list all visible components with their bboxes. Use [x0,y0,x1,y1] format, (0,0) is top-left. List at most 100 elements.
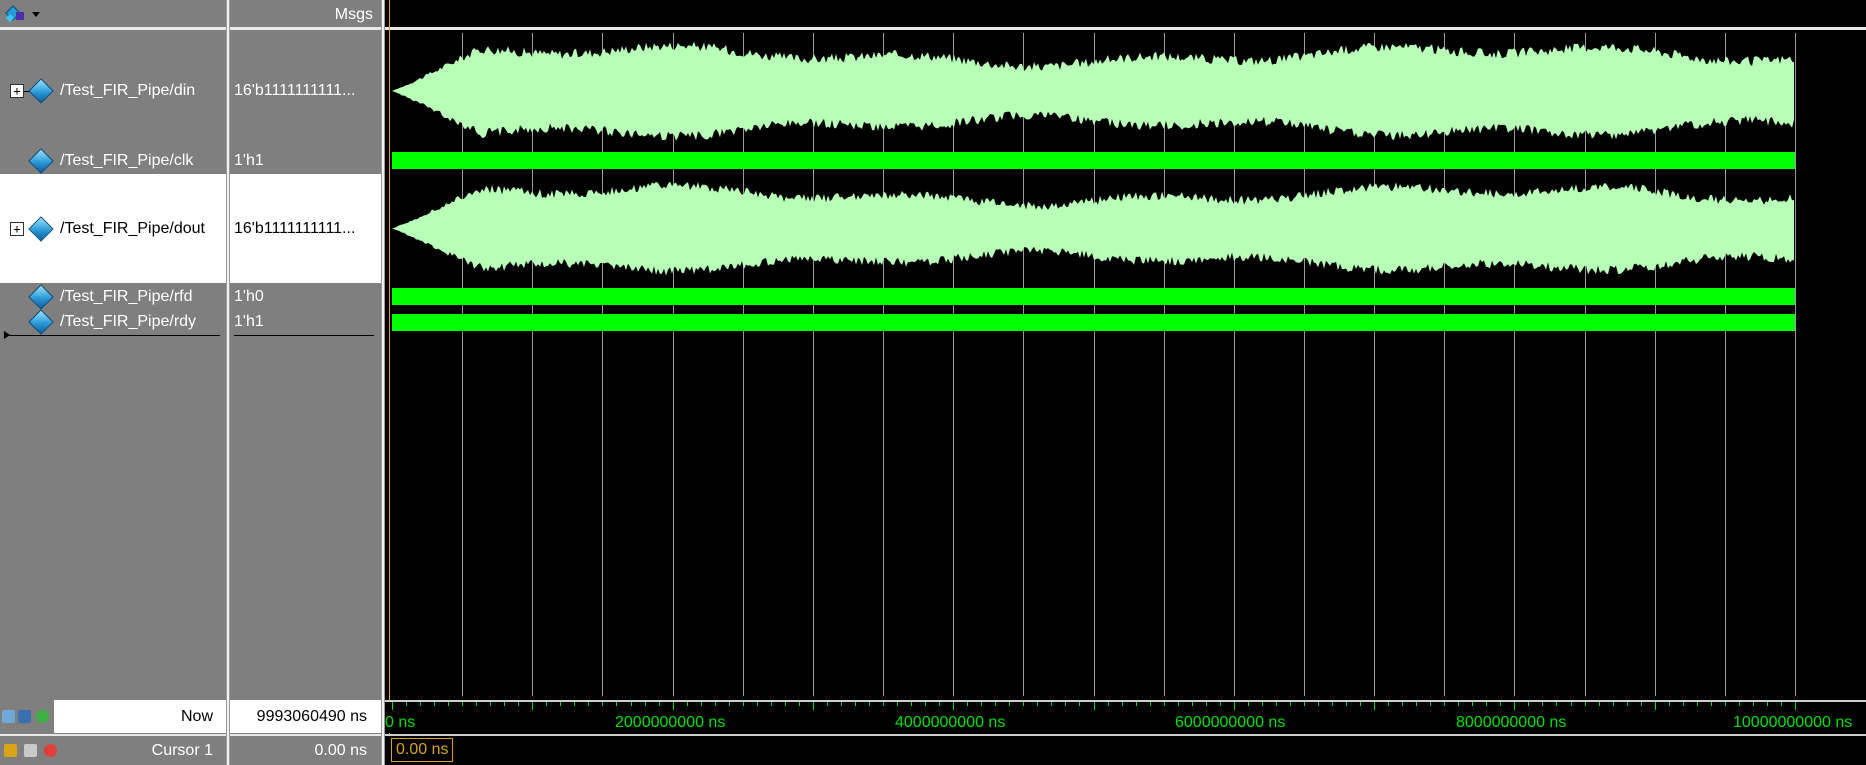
axis-tick [406,702,408,706]
pane-divider-left[interactable] [226,0,230,765]
gridline [1654,33,1656,696]
axis-tick [1570,702,1572,706]
wave-menu-icon[interactable] [4,4,28,26]
axis-tick [392,702,393,710]
value-din: 16'b1111111111... [234,82,356,99]
axis-tick [546,702,548,706]
axis-tick [1738,702,1740,706]
gridline [1514,33,1516,696]
axis-tick [812,702,814,710]
axis-tick [1500,702,1502,706]
axis-tick [476,702,478,706]
signal-names-pane: + /Test_FIR_Pipe/din /Test_FIR_Pipe/clk … [0,0,227,765]
gridline [1233,33,1235,696]
axis-tick [532,702,534,710]
axis-tick [490,702,492,706]
value-row-clk: 1'h1 [230,149,381,172]
axis-tick [1233,702,1235,710]
axis-tick [1107,702,1109,706]
axis-tick [1752,702,1754,706]
gridline [532,33,534,696]
lock-icon[interactable] [4,744,17,757]
signal-name-din: /Test_FIR_Pipe/din [60,82,196,99]
axis-tick [1584,702,1586,706]
time-axis: 0 ns 2000000000 ns 4000000000 ns 6000000… [385,700,1866,733]
wave-rfd[interactable] [392,288,1795,305]
axis-tick [1430,702,1432,706]
axis-tick [644,702,646,706]
time-label-6e9: 6000000000 ns [1175,714,1286,731]
axis-tick [1009,702,1011,706]
axis-tick [1402,702,1404,706]
cursor-label: Cursor 1 [151,741,213,759]
axis-tick [1149,702,1151,706]
wave-din[interactable] [392,33,1795,149]
value-row-din: 16'b1111111111... [230,33,381,149]
insert-cursor-icon[interactable] [36,710,49,723]
chevron-down-icon[interactable] [32,12,40,17]
cursor-1-line[interactable] [389,0,390,765]
signal-row-din[interactable]: + /Test_FIR_Pipe/din [0,33,227,149]
tree-stub [24,91,32,92]
axis-tick [756,702,758,706]
gridline [1374,33,1376,696]
delete-cursor-icon[interactable] [44,744,57,757]
axis-tick [1289,702,1291,706]
signal-row-dout[interactable]: + /Test_FIR_Pipe/dout [0,174,227,283]
axis-tick [1486,702,1488,706]
axis-tick [714,702,716,706]
wave-dout[interactable] [392,174,1795,283]
pencil-icon[interactable] [24,744,37,757]
expand-dout-icon[interactable]: + [10,221,24,236]
axis-tick [630,702,632,706]
axis-tick [1051,702,1053,706]
axis-tick [770,702,772,706]
signal-row-rfd[interactable]: /Test_FIR_Pipe/rfd [0,283,227,310]
axis-tick [616,702,618,706]
bus-envelope [392,41,1794,141]
axis-tick [1317,702,1319,706]
axis-tick [420,702,422,706]
signal-row-rdy[interactable]: /Test_FIR_Pipe/rdy [0,308,227,335]
cursor-row[interactable]: Cursor 1 [0,734,227,765]
axis-tick [995,702,997,706]
signal-row-clk[interactable]: /Test_FIR_Pipe/clk [0,147,227,174]
expand-din-icon[interactable]: + [10,84,24,98]
axis-tick [574,702,576,706]
waveform-pane[interactable]: 0 ns 2000000000 ns 4000000000 ns 6000000… [385,0,1866,765]
axis-tick [1205,702,1207,706]
diamond-signal-icon [28,308,54,335]
gridline [883,33,885,696]
diamond-signal-icon [28,78,54,104]
add-cursor-icon[interactable] [2,710,15,723]
gridline [1584,33,1586,696]
axis-tick [840,702,842,706]
axis-tick [1472,702,1474,706]
axis-tick [925,702,927,706]
axis-tick [1065,702,1067,706]
axis-tick [1612,702,1614,706]
cursor-value: 0.00 ns [314,741,367,759]
axis-tick [1219,702,1221,706]
axis-tick [1121,702,1123,706]
axis-tick [1135,702,1137,706]
cursor-1-time-box[interactable]: 0.00 ns [391,738,454,762]
pane-divider-right[interactable] [381,0,385,765]
axis-tick [1766,702,1768,706]
signal-name-rdy: /Test_FIR_Pipe/rdy [60,312,197,330]
insertion-marker [234,335,374,336]
wave-clk[interactable] [392,152,1795,169]
value-row-rdy: 1'h1 [230,310,381,333]
axis-tick [1598,702,1600,706]
axis-tick [700,702,702,706]
edit-cursor-icon[interactable] [18,710,31,723]
axis-tick [1346,702,1348,706]
axis-tick [798,702,800,706]
wave-rdy[interactable] [392,314,1795,331]
gridline [1093,33,1095,696]
axis-tick [1528,702,1530,706]
insertion-marker [8,335,220,336]
axis-tick [1037,702,1039,706]
axis-tick [883,702,885,706]
axis-tick [981,702,983,706]
